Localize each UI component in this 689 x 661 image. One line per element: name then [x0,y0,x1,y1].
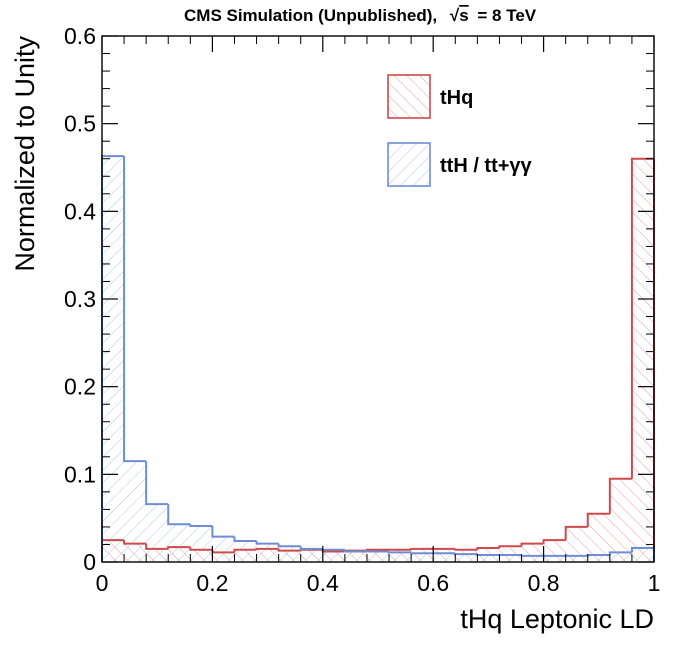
y-tick-label: 0.1 [64,461,96,487]
x-tick-label: 0.6 [417,570,449,596]
histogram-bin [211,526,235,538]
histogram-bin [476,553,500,556]
histogram-bin [343,549,367,553]
series-fill [102,156,654,562]
legend-label-thq: tHq [440,87,473,109]
series-tth [101,155,655,562]
x-tick-label: 0.4 [307,570,339,596]
histogram-bin [586,553,610,556]
histogram-bin [277,543,301,548]
x-tick-label: 0.8 [528,570,560,596]
histogram-bin [123,156,147,463]
histogram-bin [321,548,345,551]
y-tick-label: 0.2 [64,374,96,400]
chart-header: CMS Simulation (Unpublished), √s = 8 TeV [184,6,537,25]
histogram-bin [630,546,654,553]
histogram-bin [498,545,522,548]
y-tick-label: 0.4 [64,198,96,224]
legend-label-tth: ttH / tt+γγ [440,155,533,177]
y-tick-label: 0.3 [64,286,96,312]
histogram-bin [299,546,323,550]
histogram-bin [520,554,544,557]
histogram-bin [233,536,257,542]
series-thq [101,157,655,562]
histogram-bin [476,546,500,550]
legend: tHq ttH / tt+γγ [387,74,533,187]
legend-swatch-thq [387,74,431,119]
histogram-bin [454,548,478,551]
histogram-bin [564,525,588,541]
histogram-bin [255,540,279,545]
plot-frame [101,35,655,563]
histogram-bin [189,524,213,528]
histogram-bin [388,551,412,554]
histogram-bin [167,504,191,526]
y-tick-label: 0.6 [64,23,96,49]
x-tick-label: 0.2 [196,570,228,596]
series-fill [102,158,654,562]
series-layer [101,155,655,562]
header-sqrt: √ [450,6,460,25]
axis-ticks: 0 0.2 0.4 0.6 0.8 1 0 0.1 0.2 0.3 0.4 0.5 0.6 [64,23,660,596]
histogram-bin [520,542,544,547]
histogram-bin [586,512,610,527]
histogram-bin [608,477,632,514]
x-tick-label: 0 [96,570,109,596]
legend-swatch-tth [387,142,431,187]
y-tick-label: 0.5 [64,111,96,137]
header-label: CMS Simulation (Unpublished), [184,6,437,25]
header-energy-value: = 8 TeV [477,6,536,25]
histogram-bin [454,553,478,556]
y-tick-label: 0 [83,549,96,575]
histogram-bin [542,539,566,544]
histogram-bin [410,547,434,550]
histogram-bin [145,461,169,506]
histogram-bin [410,552,434,555]
header-energy-symbol: s [459,6,468,25]
histogram-bin [365,548,390,551]
x-axis-title: tHq Leptonic LD [460,604,654,634]
x-tick-label: 1 [648,570,661,596]
y-axis-title: Normalized to Unity [10,36,40,272]
